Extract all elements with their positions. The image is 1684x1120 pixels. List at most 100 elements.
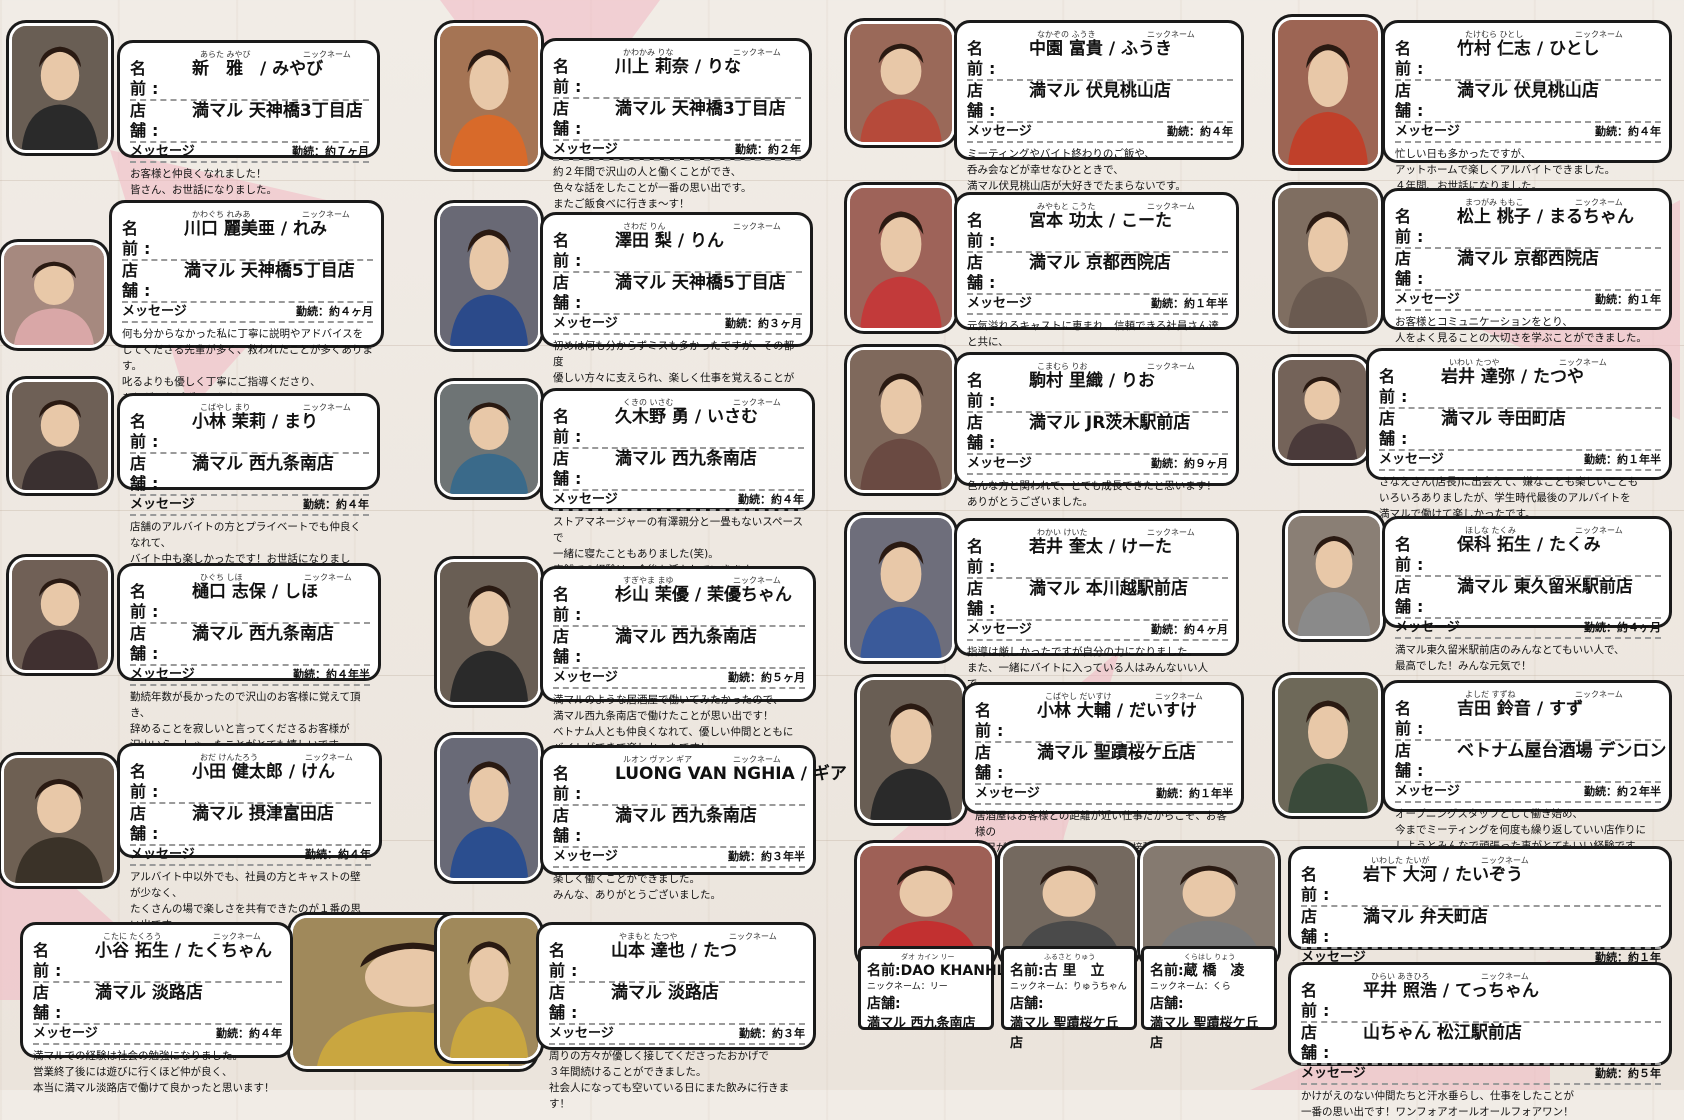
store-label: 店 舗: <box>553 627 598 666</box>
message-header: メッセージ 勤続：約３年半 <box>553 848 805 868</box>
staff-info-bubble: わかい けいた ニックネーム 名 前: 若井 奎太 / けーた 店 舗: 満マル 本… <box>954 518 1239 706</box>
staff-photo <box>1278 360 1366 460</box>
name-row: 名 前: 小林 大輔 / だいすけ <box>975 701 1233 743</box>
name-row: 名 前: 小谷 拓生 / たくちゃん <box>33 941 282 983</box>
nickname-ruby: ニックネーム <box>733 48 781 57</box>
store-name: 満マル 西九条南店 <box>192 624 334 644</box>
tenure: 勤続：約４年 <box>1167 125 1233 138</box>
message-header: メッセージ 勤続：約３年 <box>549 1025 805 1045</box>
store-name: 満マル 淡路店 <box>95 983 203 1003</box>
message-label: メッセージ <box>1395 124 1460 139</box>
staff-info-bubble: ダオ カイン リー 名前:DAO KHANHLY ニックネーム：リー 店舗: 満… <box>858 946 1014 1031</box>
staff-photo <box>1278 188 1378 328</box>
staff-name: 新 雅 / みやび <box>192 59 324 79</box>
person-photo-icon <box>1288 516 1380 636</box>
person-photo-icon <box>860 846 992 964</box>
message-header: メッセージ 勤続：約４年 <box>130 846 371 866</box>
store-name: 満マル 伏見桃山店 <box>1457 81 1599 101</box>
store-row: 店 舗: 満マル 天神橋5丁目店 <box>553 273 802 315</box>
name-furigana: ルオン ヴァン ギア <box>623 755 693 764</box>
name-row: 名 前: 杉山 茉優 / 茉優ちゃん <box>553 585 805 627</box>
staff-info-bubble: ほしな たくみ ニックネーム 名 前: 保科 拓生 / たくみ 店 舗: 満マル 東… <box>1382 516 1672 672</box>
name-label: 名 前: <box>130 59 175 98</box>
name-row: 名 前: 吉田 鈴音 / すず <box>1395 699 1661 741</box>
nickname-ruby: ニックネーム <box>1481 972 1529 981</box>
store-row: 店 舗: 満マル 京都西院店 <box>1395 249 1661 291</box>
nickname: ニックネーム：リー <box>867 982 948 992</box>
name-row: 名 前: 中園 富貴 / ふうき <box>967 39 1233 81</box>
store-name: 満マル 天神橋3丁目店 <box>192 101 363 121</box>
person-photo-icon <box>1143 846 1275 964</box>
person-photo-icon <box>440 562 538 702</box>
staff-name: 久木野 勇 / いさむ <box>615 407 758 427</box>
message-label: メッセージ <box>553 492 618 507</box>
name-row: 名 前: 澤田 梨 / りん <box>553 231 802 273</box>
name-row: 名 前: 川上 莉奈 / りな <box>553 57 801 99</box>
staff-name: 樋口 志保 / しほ <box>192 582 318 602</box>
staff-info-bubble: おだ けんたろう ニックネーム 名 前: 小田 健太郎 / けん 店 舗: 満マル … <box>117 743 382 931</box>
message-header: メッセージ 勤続：約３ヶ月 <box>553 315 802 335</box>
store-label: 店 舗: <box>553 449 598 488</box>
store-name: 満マル 西九条南店 <box>615 627 757 647</box>
nickname-ruby: ニックネーム <box>1147 202 1195 211</box>
store-label: 店 舗: <box>1395 741 1440 780</box>
message-header: メッセージ 勤続：約４年 <box>130 496 369 516</box>
name-label: 名 前: <box>130 762 175 801</box>
name-label: 名 前: <box>553 231 598 270</box>
staff-photo <box>12 26 108 150</box>
name-label: 名 前: <box>1301 865 1346 904</box>
store-row: 店 舗: 満マル 西九条南店 <box>130 454 369 496</box>
staff-name: 平井 照浩 / てっちゃん <box>1363 981 1539 1001</box>
staff-info-bubble: こたに たくろう ニックネーム 名 前: 小谷 拓生 / たくちゃん 店 舗: 満マ… <box>20 922 293 1094</box>
staff-info-bubble: たけむら ひとし ニックネーム 名 前: 竹村 仁志 / ひとし 店 舗: 満マル … <box>1382 20 1672 192</box>
staff-message: ミーティングやバイト終わりのご飯や、 呑み会などが幸せなひとときで、 満マル伏見… <box>967 148 1186 192</box>
message-label: メッセージ <box>1395 292 1460 307</box>
store-row: 店 舗: 満マル 天神橋5丁目店 <box>122 261 373 303</box>
name-row: 名 前: 保科 拓生 / たくみ <box>1395 535 1661 577</box>
message-label: メッセージ <box>130 144 195 159</box>
person-photo-icon <box>440 26 538 166</box>
store-label: 店 舗: <box>1395 577 1440 616</box>
staff-info-bubble: こまむら りお ニックネーム 名 前: 駒村 里織 / りお 店 舗: 満マル JR… <box>954 352 1239 508</box>
tenure: 勤続：約３ヶ月 <box>725 317 802 330</box>
person-photo-icon <box>1278 678 1378 813</box>
person-photo-icon <box>12 26 108 150</box>
staff-message: 周りの方々が優しく接してくださったおかげで ３年間続けることができました。 社会… <box>549 1050 790 1110</box>
message-label: メッセージ <box>1395 784 1460 799</box>
store-row: 店 舗: 満マル 京都西院店 <box>967 253 1228 295</box>
name-row: 名 前: 新 雅 / みやび <box>130 59 369 101</box>
store-label: 店 舗: <box>553 99 598 138</box>
name-label: 名 前: <box>967 371 1012 410</box>
store-row: 店 舗: 満マル 東久留米駅前店 <box>1395 577 1661 619</box>
staff-name: 松上 桃子 / まるちゃん <box>1457 207 1634 227</box>
message-label: メッセージ <box>1301 1066 1366 1081</box>
staff-info-bubble: なかぞの ふうき ニックネーム 名 前: 中園 富貴 / ふうき 店 舗: 満マル … <box>954 20 1244 192</box>
staff-message: 満マル東久留米駅前店のみんなとてもいい人で、 最高でした！みんな元気で！ <box>1395 644 1625 672</box>
message-header: メッセージ 勤続：約１年 <box>1395 291 1661 311</box>
store-name: ベトナム屋台酒場 デンロン <box>1457 741 1667 761</box>
store-label: 店舗: <box>1010 996 1044 1012</box>
message-label: メッセージ <box>553 316 618 331</box>
person-photo-icon <box>12 560 108 670</box>
person-photo-icon <box>1278 360 1366 460</box>
staff-info-bubble: さわだ りん ニックネーム 名 前: 澤田 梨 / りん 店 舗: 満マル 天神橋5… <box>540 212 813 416</box>
store-row: 店 舗: 満マル 弁天町店 <box>1301 907 1661 949</box>
nickname-ruby: ニックネーム <box>1575 30 1623 39</box>
store-row: 店 舗: 満マル JR茨木駅前店 <box>967 413 1228 455</box>
tenure: 勤続：約４年 <box>305 848 371 861</box>
store-row: 店 舗: 満マル 淡路店 <box>549 983 805 1025</box>
name-label: 名 前: <box>553 585 598 624</box>
store-row: 店 舗: 満マル 淡路店 <box>33 983 282 1025</box>
name-furigana: ふるさと りゅう <box>1044 953 1096 961</box>
name-row: 名 前: LUONG VAN NGHIA / ギア <box>553 764 847 806</box>
store-label: 店 舗: <box>130 804 175 843</box>
name-furigana: くらはし りょう <box>1184 953 1236 961</box>
staff-info-bubble: くらはし りょう 名前:蔵 橋 凌 ニックネーム：くら 店舗: 満マル 聖蹟桜ケ… <box>1141 946 1277 1051</box>
name-row: 名 前: 川口 麗美亜 / れみ <box>122 219 373 261</box>
name-row: 名 前: 小林 茉莉 / まり <box>130 412 369 454</box>
name-label: 名 前: <box>1379 367 1424 406</box>
staff-message: さなえさん(店長)に出会えて、嫌なことも楽しいことも いろいろありましたが、学生… <box>1379 476 1639 520</box>
staff-name: 吉田 鈴音 / すず <box>1457 699 1583 719</box>
tenure: 勤続：約４年 <box>303 498 369 511</box>
person-photo-icon <box>12 382 108 490</box>
